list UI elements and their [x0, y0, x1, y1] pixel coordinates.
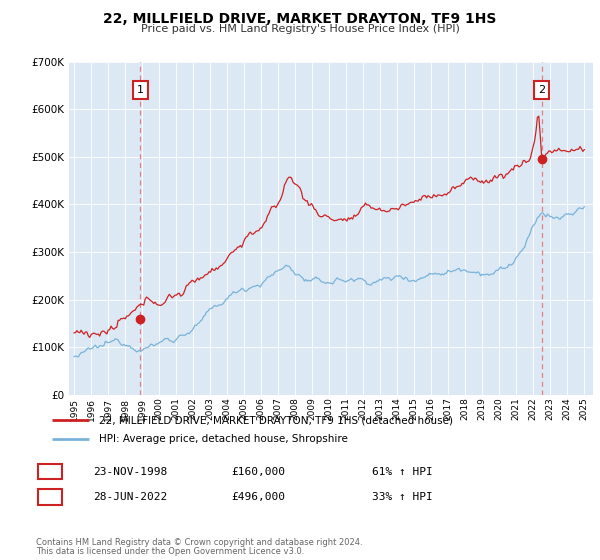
Text: 22, MILLFIELD DRIVE, MARKET DRAYTON, TF9 1HS: 22, MILLFIELD DRIVE, MARKET DRAYTON, TF9… [103, 12, 497, 26]
Text: Contains HM Land Registry data © Crown copyright and database right 2024.: Contains HM Land Registry data © Crown c… [36, 538, 362, 547]
Text: 28-JUN-2022: 28-JUN-2022 [93, 492, 167, 502]
Text: £496,000: £496,000 [231, 492, 285, 502]
Text: 22, MILLFIELD DRIVE, MARKET DRAYTON, TF9 1HS (detached house): 22, MILLFIELD DRIVE, MARKET DRAYTON, TF9… [100, 416, 454, 426]
Text: Price paid vs. HM Land Registry's House Price Index (HPI): Price paid vs. HM Land Registry's House … [140, 24, 460, 34]
Text: 2: 2 [46, 492, 53, 502]
Text: 2: 2 [538, 85, 545, 95]
Text: 1: 1 [137, 85, 144, 95]
Text: HPI: Average price, detached house, Shropshire: HPI: Average price, detached house, Shro… [100, 434, 348, 444]
Text: 61% ↑ HPI: 61% ↑ HPI [372, 466, 433, 477]
Text: 23-NOV-1998: 23-NOV-1998 [93, 466, 167, 477]
Text: £160,000: £160,000 [231, 466, 285, 477]
Text: This data is licensed under the Open Government Licence v3.0.: This data is licensed under the Open Gov… [36, 548, 304, 557]
Text: 1: 1 [46, 466, 53, 477]
Text: 33% ↑ HPI: 33% ↑ HPI [372, 492, 433, 502]
